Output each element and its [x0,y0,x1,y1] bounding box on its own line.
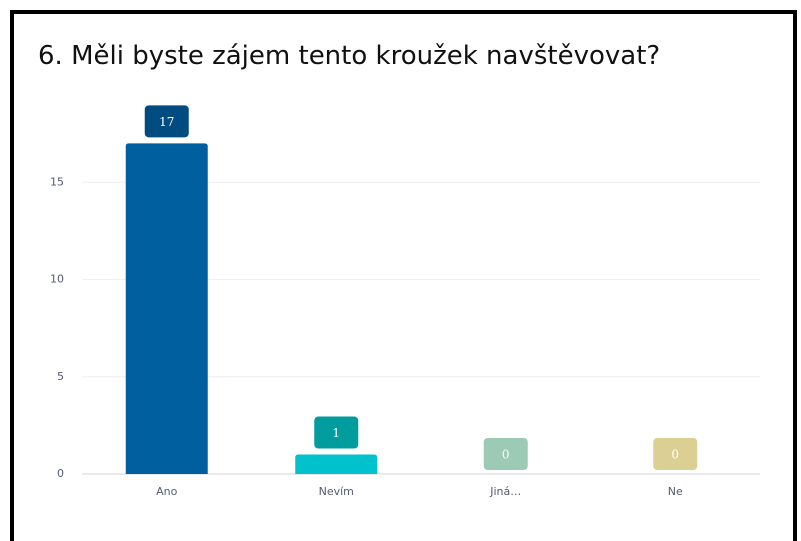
x-tick-label: Nevím [319,485,354,498]
value-label: 0 [502,448,510,462]
bar [295,454,378,474]
chart-title: 6. Měli byste zájem tento kroužek navště… [38,41,660,71]
x-tick-label: Ne [668,485,683,498]
value-label: 1 [332,426,340,440]
bar [125,143,208,474]
value-label-badge [144,105,189,138]
value-label-badge [483,438,528,470]
y-tick-label: 5 [57,370,64,383]
y-tick-label: 15 [50,175,64,188]
value-label-badge [314,416,359,449]
x-tick-label: Ano [156,485,177,498]
value-label: 17 [159,115,174,129]
y-tick-label: 0 [57,467,64,480]
frame [10,10,797,541]
x-tick-label: Jiná… [489,485,521,498]
y-tick-label: 10 [50,273,64,286]
value-label: 0 [671,448,679,462]
value-label-badge [653,438,698,470]
